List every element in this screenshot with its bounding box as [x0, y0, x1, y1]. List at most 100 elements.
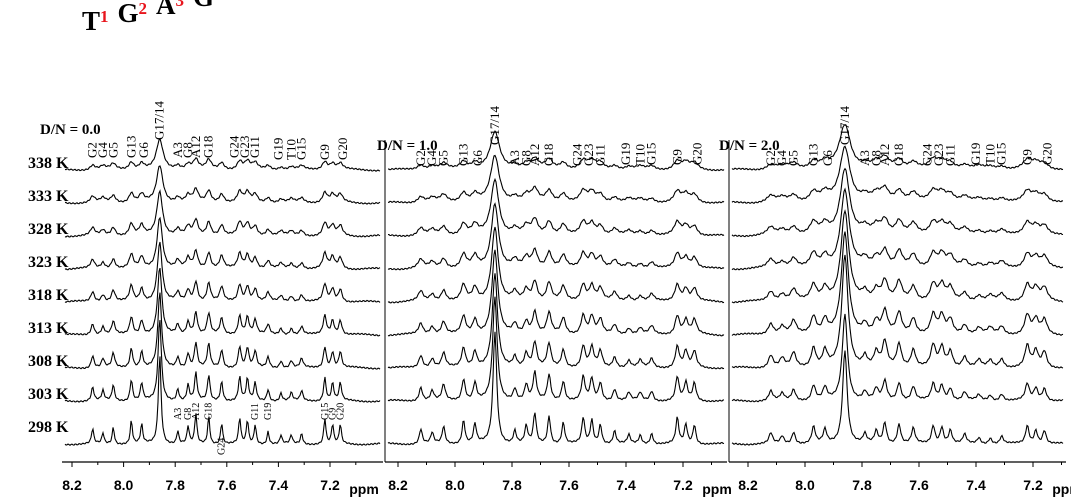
tick-label: 7.8 — [852, 477, 872, 493]
peak-label: G24 — [227, 135, 242, 158]
spectrum-trace — [731, 123, 1064, 171]
peak-label: G9 — [1019, 149, 1034, 165]
tick-label: 8.0 — [795, 477, 815, 493]
peak-label-small: A3 — [173, 408, 184, 420]
peak-label: G17/14 — [487, 106, 502, 146]
axis-unit: ppm — [349, 481, 379, 497]
spectrum-trace — [64, 241, 381, 304]
peak-label-small: G9 — [328, 408, 339, 420]
spectrum-trace — [731, 313, 1064, 403]
spectrum-trace — [64, 292, 381, 370]
peak-label: G15 — [294, 138, 309, 160]
sequence-title: T1G2A3G4G5G6T8G9G10T11G12A13G14G15G16T17… — [82, 0, 1071, 36]
base-number: 1 — [100, 7, 109, 26]
spectrum-trace — [388, 130, 725, 172]
peak-label: G23 — [931, 144, 946, 166]
peak-label: A12 — [188, 136, 203, 158]
temperature-label: 323 K — [28, 254, 69, 271]
peak-label: G4 — [95, 142, 110, 158]
spectrum-trace — [388, 177, 725, 238]
base: A — [156, 0, 176, 20]
spectrum-trace — [387, 331, 725, 446]
spectrum-trace — [731, 209, 1064, 304]
temperature-label: 318 K — [28, 287, 69, 304]
peak-label: G23 — [581, 144, 596, 166]
peak-label: A12 — [527, 144, 542, 166]
tick-label: 7.6 — [217, 477, 237, 493]
peak-label-small: G18 — [204, 403, 215, 420]
peak-label: G11 — [942, 144, 957, 166]
base: G — [193, 0, 214, 12]
peak-label: G8 — [518, 150, 533, 166]
peak-label: G13 — [456, 144, 471, 166]
spectrum-trace — [731, 231, 1064, 336]
tick-label: 7.4 — [616, 477, 636, 493]
tick-label: 8.2 — [738, 477, 758, 493]
peak-label: G19 — [618, 143, 633, 165]
peak-label: T10 — [632, 144, 647, 165]
peak-label: G20 — [1039, 143, 1054, 165]
peak-label-small: A12 — [191, 403, 202, 420]
peak-label: G6 — [820, 150, 835, 166]
tick-label: 7.4 — [269, 477, 289, 493]
spectrum-trace — [731, 145, 1064, 205]
peak-label: G11 — [247, 136, 262, 158]
temperature-label: 298 K — [28, 419, 69, 436]
tick-label: 7.2 — [1023, 477, 1043, 493]
panel-label: D/N = 2.0 — [719, 138, 780, 154]
base: G — [118, 0, 139, 28]
peak-label: G2 — [413, 150, 428, 166]
peak-label: G20 — [335, 138, 350, 160]
peak-label: G4 — [774, 150, 789, 166]
spectrum-trace — [64, 356, 381, 446]
base-number: 4 — [214, 0, 223, 2]
temperature-label: 308 K — [28, 353, 69, 370]
spectrum-trace — [731, 254, 1064, 369]
temperature-label: 333 K — [28, 188, 69, 205]
peak-label: G20 — [689, 143, 704, 165]
peak-label: G11 — [592, 144, 607, 166]
spectrum-trace — [64, 137, 381, 172]
tick-label: 8.2 — [62, 477, 82, 493]
panel-label: D/N = 1.0 — [377, 138, 438, 154]
spectrum-trace — [64, 189, 381, 238]
peak-label: G18 — [541, 144, 556, 166]
spectrum-trace — [731, 350, 1064, 446]
spectrum-trace — [387, 296, 725, 403]
peak-label-small: G19 — [263, 403, 274, 420]
peak-label: G4 — [424, 150, 439, 166]
spectrum-trace — [731, 167, 1064, 238]
tick-label: 8.0 — [114, 477, 134, 493]
peak-label: A3 — [857, 150, 872, 166]
temperature-label: 313 K — [28, 320, 69, 337]
spectrum-trace — [64, 320, 381, 403]
peak-label-small: G24 — [217, 438, 228, 455]
spectrum-trace — [387, 202, 725, 271]
temperature-label: 338 K — [28, 155, 69, 172]
tick-label: 7.4 — [966, 477, 986, 493]
tick-label: 8.0 — [445, 477, 465, 493]
peak-label: T10 — [283, 139, 298, 160]
tick-label: 7.6 — [559, 477, 579, 493]
peak-label: G6 — [136, 142, 151, 158]
spectrum-trace — [387, 273, 725, 370]
peak-label: G19 — [968, 143, 983, 165]
tick-label: 8.2 — [388, 477, 408, 493]
peak-label: T10 — [982, 144, 997, 165]
spectrum-trace — [387, 249, 725, 337]
peak-label: A3 — [170, 142, 185, 158]
peak-label: G23 — [237, 136, 252, 158]
spectrum-trace — [64, 165, 381, 205]
peak-label-small: G11 — [250, 403, 261, 420]
peak-label: G13 — [123, 136, 138, 158]
tick-label: 7.8 — [502, 477, 522, 493]
peak-label: G19 — [270, 138, 285, 160]
panel-label: D/N = 0.0 — [40, 122, 101, 138]
peak-label: G8 — [180, 142, 195, 158]
axis-unit: ppm — [1052, 481, 1071, 497]
spectrum-trace — [387, 226, 725, 304]
spectrum-trace — [388, 154, 725, 204]
peak-label-small: G15 — [320, 403, 331, 420]
peak-label: G9 — [669, 149, 684, 165]
peak-label: G5 — [786, 150, 801, 166]
